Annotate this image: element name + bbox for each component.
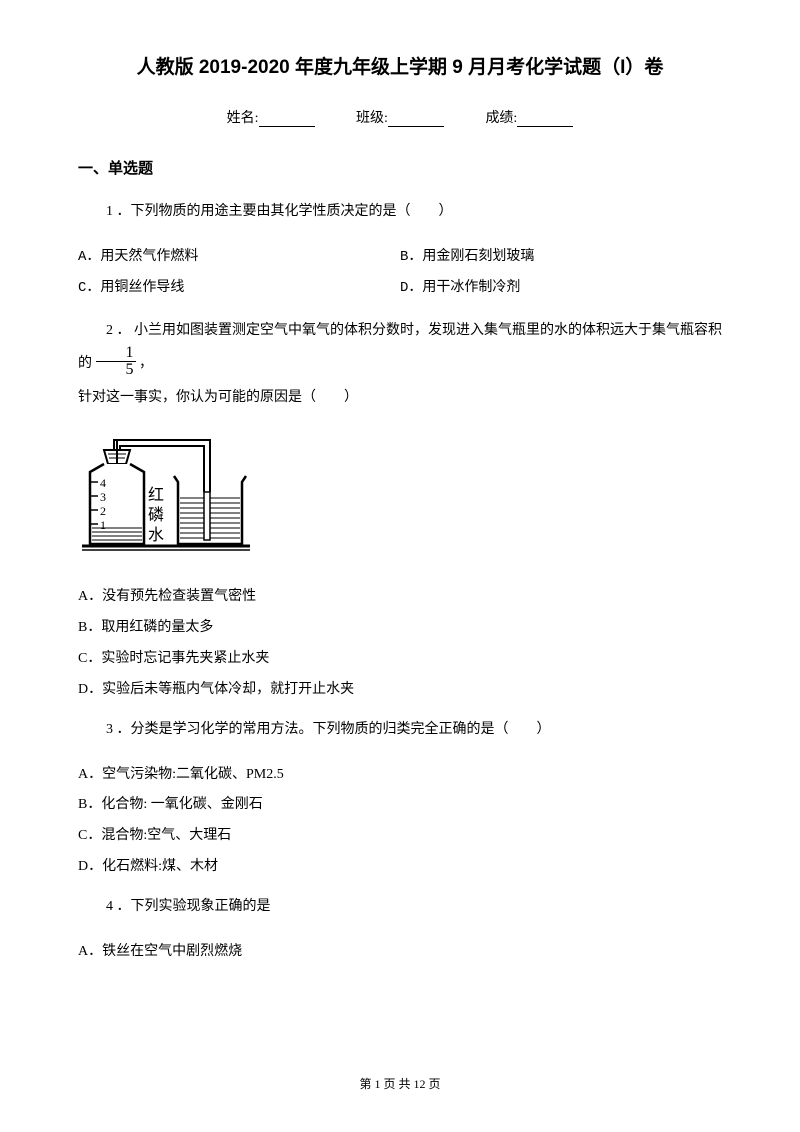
info-line: 姓名: 班级: 成绩:	[78, 107, 722, 127]
q1-option-a: A．用天然气作燃料	[78, 242, 400, 273]
score-label: 成绩:	[485, 111, 517, 126]
q2-option-c: C．实验时忘记事先夹紧止水夹	[78, 644, 722, 675]
q2-frac-den: 5	[96, 362, 136, 378]
page-footer: 第 1 页 共 12 页	[0, 1075, 800, 1092]
q1-option-c: C．用铜丝作导线	[78, 273, 400, 304]
svg-label-shui: 水	[148, 526, 164, 544]
q3-stem: 3 ．分类是学习化学的常用方法。下列物质的归类完全正确的是（ ）	[78, 716, 722, 744]
tick-2: 2	[100, 504, 106, 518]
q4-stem: 4 ．下列实验现象正确的是	[78, 893, 722, 921]
q3-option-a: A．空气污染物:二氧化碳、PM2.5	[78, 760, 722, 791]
q2-fraction: 1 5	[96, 345, 136, 378]
score-blank	[517, 113, 573, 127]
q2-line1-pre: 2 ． 小兰用如图装置测定空气中氧气的体积分数时，发现进入集气瓶里的水的体积远大…	[78, 323, 722, 372]
section-header: 一、单选题	[78, 157, 722, 178]
q4-options: A．铁丝在空气中剧烈燃烧	[78, 937, 722, 968]
tick-3: 3	[100, 490, 106, 504]
q1-options: A．用天然气作燃料 B．用金刚石刻划玻璃 C．用铜丝作导线 D．用干冰作制冷剂	[78, 242, 722, 304]
q2-line1-post: ，	[136, 356, 154, 371]
q3-option-d: D．化石燃料:煤、木材	[78, 852, 722, 883]
q4-option-a: A．铁丝在空气中剧烈燃烧	[78, 937, 722, 968]
q1-option-b: B．用金刚石刻划玻璃	[400, 242, 722, 273]
q2-option-b: B．取用红磷的量太多	[78, 613, 722, 644]
class-blank	[388, 113, 444, 127]
q2-diagram: 4 3 2 1 红 磷 水	[78, 432, 722, 572]
page-title: 人教版 2019-2020 年度九年级上学期 9 月月考化学试题（I）卷	[78, 52, 722, 79]
q3-option-b: B．化合物: 一氧化碳、金刚石	[78, 790, 722, 821]
svg-label-hong: 红	[148, 486, 164, 504]
q2-options: A．没有预先检查装置气密性 B．取用红磷的量太多 C．实验时忘记事先夹紧止水夹 …	[78, 582, 722, 705]
tick-4: 4	[100, 476, 106, 490]
q2-option-a: A．没有预先检查装置气密性	[78, 582, 722, 613]
class-label: 班级:	[356, 111, 388, 126]
q2-frac-num: 1	[96, 345, 136, 362]
tick-1: 1	[100, 518, 106, 532]
q2-option-d: D．实验后未等瓶内气体冷却，就打开止水夹	[78, 675, 722, 706]
svg-label-lin: 磷	[148, 506, 164, 524]
q1-option-d: D．用干冰作制冷剂	[400, 273, 722, 304]
q1-stem: 1 ．下列物质的用途主要由其化学性质决定的是（ ）	[78, 198, 722, 226]
q2-stem: 2 ． 小兰用如图装置测定空气中氧气的体积分数时，发现进入集气瓶里的水的体积远大…	[78, 314, 722, 415]
q3-options: A．空气污染物:二氧化碳、PM2.5 B．化合物: 一氧化碳、金刚石 C．混合物…	[78, 760, 722, 883]
name-label: 姓名:	[227, 111, 259, 126]
q3-option-c: C．混合物:空气、大理石	[78, 821, 722, 852]
name-blank	[259, 113, 315, 127]
q2-line2: 针对这一事实，你认为可能的原因是（ ）	[78, 381, 722, 415]
